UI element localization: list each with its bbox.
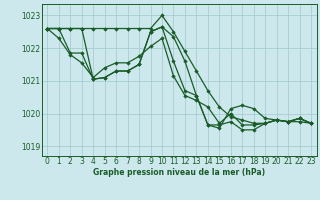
X-axis label: Graphe pression niveau de la mer (hPa): Graphe pression niveau de la mer (hPa) [93,168,265,177]
